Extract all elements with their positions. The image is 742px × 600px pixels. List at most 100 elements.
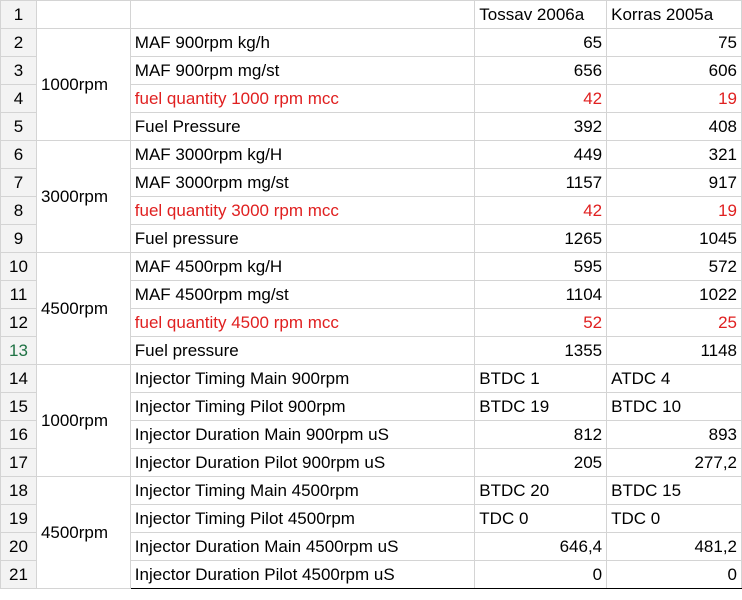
value-cell[interactable]: ATDC 4 [606,364,742,393]
value-cell[interactable]: 1045 [606,224,742,253]
value-cell[interactable]: 392 [474,112,608,141]
row-number[interactable]: 10 [0,252,37,281]
value-cell[interactable]: BTDC 10 [606,392,742,421]
row-number[interactable]: 9 [0,224,37,253]
value-cell[interactable]: 205 [474,448,608,477]
table-row: 21 Injector Duration Pilot 4500rpm uS 0 … [0,560,742,589]
row-label[interactable]: Injector Timing Main 4500rpm [129,476,476,505]
row-label[interactable]: MAF 900rpm kg/h [129,28,476,57]
row-number[interactable]: 20 [0,532,37,561]
table-row: 3 MAF 900rpm mg/st 656 606 [0,56,742,85]
row-number[interactable]: 3 [0,56,37,85]
value-cell[interactable]: TDC 0 [606,504,742,533]
value-cell[interactable]: 65 [474,28,608,57]
value-cell[interactable]: 52 [474,308,608,337]
value-cell[interactable]: 572 [606,252,742,281]
value-cell[interactable]: 0 [474,560,608,589]
group-label[interactable]: 4500rpm [35,476,131,589]
group-label[interactable]: 1000rpm [35,28,131,141]
row-number[interactable]: 15 [0,392,37,421]
row-number[interactable]: 8 [0,196,37,225]
value-cell[interactable]: 1265 [474,224,608,253]
value-cell[interactable]: BTDC 19 [474,392,608,421]
row-number[interactable]: 7 [0,168,37,197]
table-row: 10 4500rpm MAF 4500rpm kg/H 595 572 [0,252,742,365]
value-cell[interactable]: 1355 [474,336,608,365]
table-row: 11 MAF 4500rpm mg/st 1104 1022 [0,280,742,309]
row-label[interactable]: fuel quantity 1000 rpm mcc [129,84,476,113]
value-cell[interactable]: 1104 [474,280,608,309]
row-label[interactable]: Injector Duration Pilot 4500rpm uS [129,560,476,589]
row-number[interactable]: 1 [0,0,37,29]
value-cell[interactable]: 917 [606,168,742,197]
value-cell[interactable]: 606 [606,56,742,85]
group-label[interactable]: 4500rpm [35,252,131,365]
row-label[interactable]: fuel quantity 3000 rpm mcc [129,196,476,225]
value-cell[interactable]: BTDC 15 [606,476,742,505]
row-number[interactable]: 13 [0,336,37,365]
value-cell[interactable]: 0 [606,560,742,589]
table-row: 5 Fuel Pressure 392 408 [0,112,742,141]
row-number[interactable]: 14 [0,364,37,393]
row-label[interactable]: Fuel pressure [129,336,476,365]
row-label[interactable]: Injector Duration Main 900rpm uS [129,420,476,449]
row-label[interactable]: MAF 900rpm mg/st [129,56,476,85]
cell-empty[interactable] [129,0,476,29]
row-number[interactable]: 21 [0,560,37,589]
row-label[interactable]: MAF 3000rpm mg/st [129,168,476,197]
table-row: 18 4500rpm Injector Timing Main 4500rpm … [0,476,742,589]
row-number[interactable]: 17 [0,448,37,477]
table-row: 7 MAF 3000rpm mg/st 1157 917 [0,168,742,197]
value-cell[interactable]: 481,2 [606,532,742,561]
value-cell[interactable]: 25 [606,308,742,337]
value-cell[interactable]: 19 [606,84,742,113]
column-header-tossav[interactable]: Tossav 2006a [474,0,608,29]
value-cell[interactable]: 277,2 [606,448,742,477]
group-label[interactable]: 1000rpm [35,364,131,477]
row-number[interactable]: 4 [0,84,37,113]
row-label[interactable]: MAF 3000rpm kg/H [129,140,476,169]
value-cell[interactable]: 1157 [474,168,608,197]
row-label[interactable]: MAF 4500rpm mg/st [129,280,476,309]
row-label[interactable]: Injector Timing Pilot 4500rpm [129,504,476,533]
row-number[interactable]: 2 [0,28,37,57]
row-label[interactable]: Injector Duration Main 4500rpm uS [129,532,476,561]
row-label[interactable]: Injector Timing Main 900rpm [129,364,476,393]
row-number[interactable]: 12 [0,308,37,337]
row-number[interactable]: 18 [0,476,37,505]
cell-empty[interactable] [35,0,131,29]
value-cell[interactable]: BTDC 20 [474,476,608,505]
row-number[interactable]: 11 [0,280,37,309]
value-cell[interactable]: 893 [606,420,742,449]
value-cell[interactable]: 1022 [606,280,742,309]
group-label[interactable]: 3000rpm [35,140,131,253]
row-label[interactable]: Injector Duration Pilot 900rpm uS [129,448,476,477]
value-cell[interactable]: 595 [474,252,608,281]
value-cell[interactable]: 75 [606,28,742,57]
row-label[interactable]: Injector Timing Pilot 900rpm [129,392,476,421]
value-cell[interactable]: 656 [474,56,608,85]
row-number[interactable]: 5 [0,112,37,141]
table-row: 9 Fuel pressure 1265 1045 [0,224,742,253]
value-cell[interactable]: 812 [474,420,608,449]
row-label[interactable]: MAF 4500rpm kg/H [129,252,476,281]
value-cell[interactable]: 321 [606,140,742,169]
row-label[interactable]: Fuel Pressure [129,112,476,141]
row-number[interactable]: 19 [0,504,37,533]
value-cell[interactable]: BTDC 1 [474,364,608,393]
value-cell[interactable]: 408 [606,112,742,141]
value-cell[interactable]: 42 [474,84,608,113]
value-cell[interactable]: 449 [474,140,608,169]
table-row: 14 1000rpm Injector Timing Main 900rpm B… [0,364,742,477]
value-cell[interactable]: 19 [606,196,742,225]
value-cell[interactable]: TDC 0 [474,504,608,533]
value-cell[interactable]: 646,4 [474,532,608,561]
row-label[interactable]: fuel quantity 4500 rpm mcc [129,308,476,337]
column-header-korras[interactable]: Korras 2005a [606,0,742,29]
row-label[interactable]: Fuel pressure [129,224,476,253]
value-cell[interactable]: 1148 [606,336,742,365]
value-cell[interactable]: 42 [474,196,608,225]
row-number[interactable]: 16 [0,420,37,449]
row-number[interactable]: 6 [0,140,37,169]
